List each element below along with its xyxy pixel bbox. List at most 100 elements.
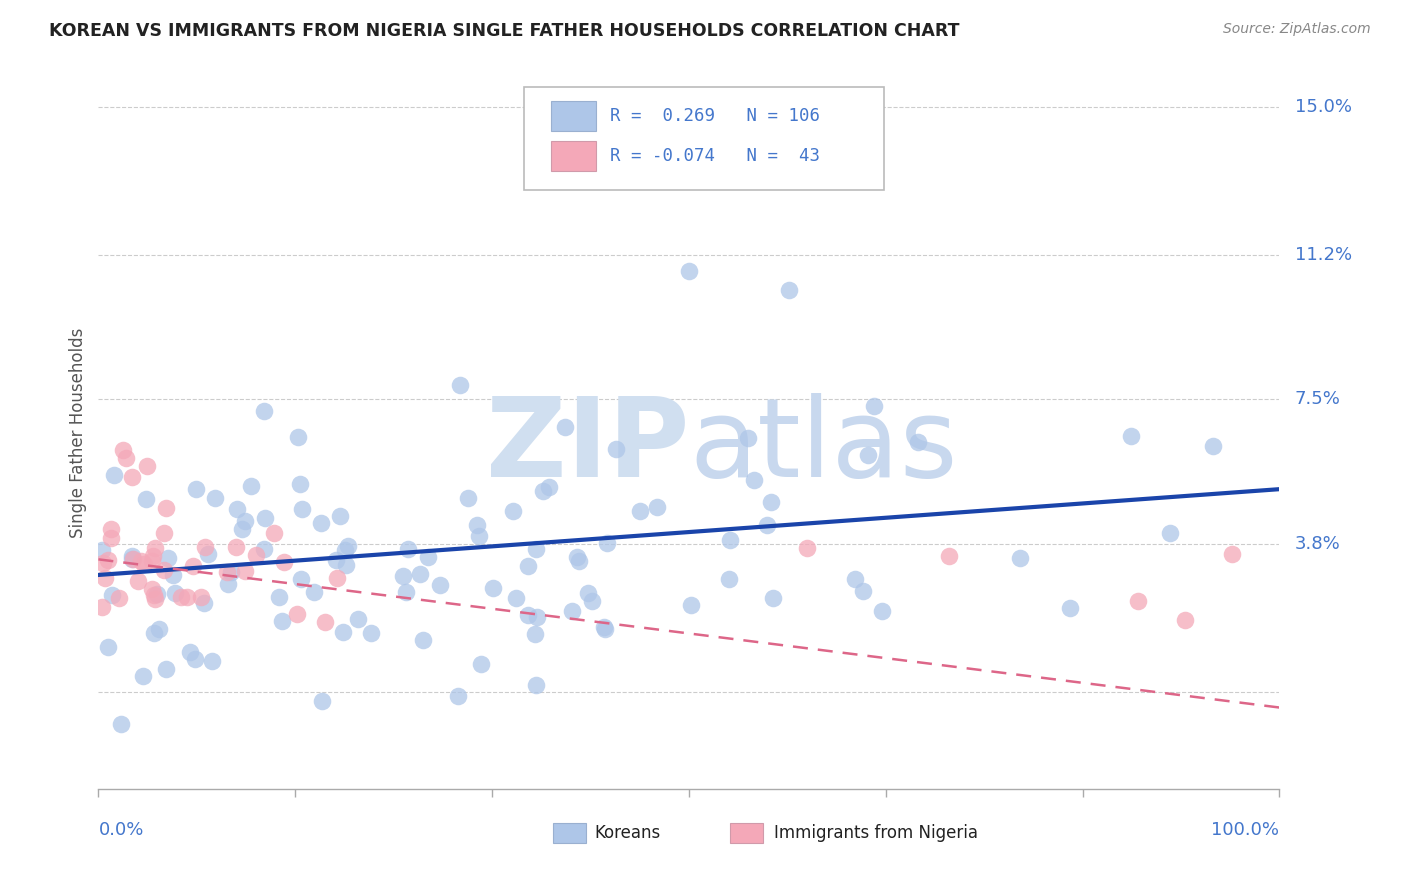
Point [645, 500, 668, 515]
Point [141, 582, 163, 596]
Point [186, 483, 208, 497]
Point [155, 662, 177, 676]
Point [287, 607, 309, 621]
Point [142, 549, 165, 563]
Text: 15.0%: 15.0% [1295, 98, 1351, 116]
Point [153, 563, 176, 577]
Text: Koreans: Koreans [595, 824, 661, 842]
Point [537, 480, 560, 494]
Bar [551, 101, 596, 131]
Text: ZIP: ZIP [485, 393, 689, 500]
Point [718, 533, 741, 548]
Point [108, 591, 131, 606]
Point [183, 651, 205, 665]
Point [145, 541, 167, 555]
Point [392, 569, 415, 583]
Point [457, 491, 479, 506]
Text: 3.8%: 3.8% [1295, 535, 1340, 553]
Point [142, 625, 165, 640]
Point [254, 510, 277, 524]
Point [554, 419, 576, 434]
Point [531, 483, 554, 498]
Text: atlas: atlas [689, 393, 957, 500]
Point [517, 559, 540, 574]
Point [121, 549, 143, 563]
Point [311, 516, 333, 530]
Point [409, 566, 432, 581]
Point [524, 678, 547, 692]
Point [290, 572, 312, 586]
Point [449, 378, 471, 392]
Point [347, 612, 370, 626]
Point [193, 540, 215, 554]
Point [1201, 439, 1223, 453]
Point [145, 587, 167, 601]
Point [233, 564, 256, 578]
Point [152, 526, 174, 541]
Point [127, 574, 149, 588]
Point [360, 626, 382, 640]
Point [121, 551, 143, 566]
Point [429, 578, 451, 592]
Point [872, 604, 894, 618]
Point [938, 549, 960, 564]
Point [907, 435, 929, 450]
Point [596, 536, 619, 550]
Point [778, 283, 800, 297]
Point [179, 645, 201, 659]
Point [204, 491, 226, 505]
Bar [730, 823, 763, 843]
Point [467, 517, 489, 532]
Point [269, 591, 291, 605]
Point [226, 501, 249, 516]
Point [1220, 547, 1243, 561]
Point [111, 443, 134, 458]
Point [288, 477, 311, 491]
Point [97, 553, 120, 567]
Point [505, 591, 527, 605]
Point [561, 604, 583, 618]
Point [678, 264, 700, 278]
Point [395, 584, 418, 599]
Point [129, 553, 152, 567]
Point [143, 591, 166, 606]
Point [217, 565, 239, 579]
Point [628, 504, 651, 518]
Point [447, 689, 470, 703]
Point [287, 429, 309, 443]
Point [567, 549, 589, 564]
Point [759, 495, 782, 509]
Point [568, 554, 591, 568]
Point [100, 522, 122, 536]
Point [1119, 428, 1142, 442]
Point [132, 558, 155, 572]
Point [856, 448, 879, 462]
Point [418, 550, 440, 565]
Point [470, 657, 492, 671]
Point [333, 543, 356, 558]
Bar [551, 141, 596, 170]
Point [135, 491, 157, 506]
Point [94, 571, 117, 585]
Point [742, 473, 765, 487]
Point [576, 585, 599, 599]
Point [336, 539, 359, 553]
Point [121, 470, 143, 484]
Point [91, 556, 114, 570]
Point [176, 590, 198, 604]
Point [1159, 525, 1181, 540]
Point [197, 547, 219, 561]
Point [468, 528, 491, 542]
Point [396, 541, 419, 556]
Point [155, 500, 177, 515]
Point [225, 541, 247, 555]
Point [233, 514, 256, 528]
Point [193, 596, 215, 610]
Point [219, 565, 242, 579]
Point [844, 572, 866, 586]
Text: 11.2%: 11.2% [1295, 246, 1353, 264]
Point [90, 543, 112, 558]
FancyBboxPatch shape [523, 87, 884, 190]
Point [1059, 601, 1081, 615]
Point [148, 622, 170, 636]
